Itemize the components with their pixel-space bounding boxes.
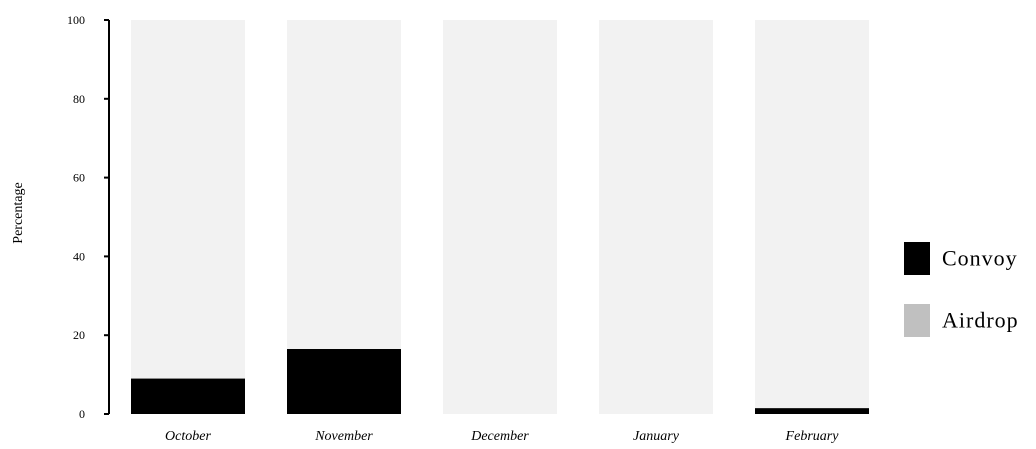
x-axis-labels: October November December January February bbox=[165, 429, 839, 444]
bar-convoy-february bbox=[755, 408, 869, 414]
x-category-label: December bbox=[470, 429, 529, 444]
plot-area bbox=[131, 20, 869, 414]
legend-label-convoy: Convoy bbox=[942, 246, 1018, 271]
bar-convoy-november bbox=[287, 348, 401, 414]
y-tick-label: 20 bbox=[73, 328, 85, 342]
x-category-label: November bbox=[314, 429, 373, 444]
y-axis-ticks: 0 20 40 60 80 100 bbox=[67, 13, 109, 421]
legend-swatch-airdrop bbox=[904, 304, 930, 337]
y-tick-label: 80 bbox=[73, 92, 85, 106]
bar-airdrop-november bbox=[287, 20, 401, 349]
y-axis-title: Percentage bbox=[11, 182, 26, 243]
y-tick-label: 60 bbox=[73, 171, 85, 185]
x-category-label: October bbox=[165, 429, 211, 444]
y-tick-label: 100 bbox=[67, 13, 85, 27]
x-category-label: January bbox=[633, 429, 680, 444]
bar-airdrop-february bbox=[755, 20, 869, 409]
legend: Convoy Airdrop bbox=[904, 242, 1019, 337]
legend-swatch-convoy bbox=[904, 242, 930, 275]
y-tick-label: 40 bbox=[73, 249, 85, 263]
bar-airdrop-january bbox=[599, 20, 713, 414]
bar-airdrop-december bbox=[443, 20, 557, 414]
x-category-label: February bbox=[785, 429, 840, 444]
bar-airdrop-october bbox=[131, 20, 245, 379]
legend-label-airdrop: Airdrop bbox=[942, 308, 1019, 333]
bar-convoy-october bbox=[131, 378, 245, 414]
y-tick-label: 0 bbox=[79, 407, 85, 421]
